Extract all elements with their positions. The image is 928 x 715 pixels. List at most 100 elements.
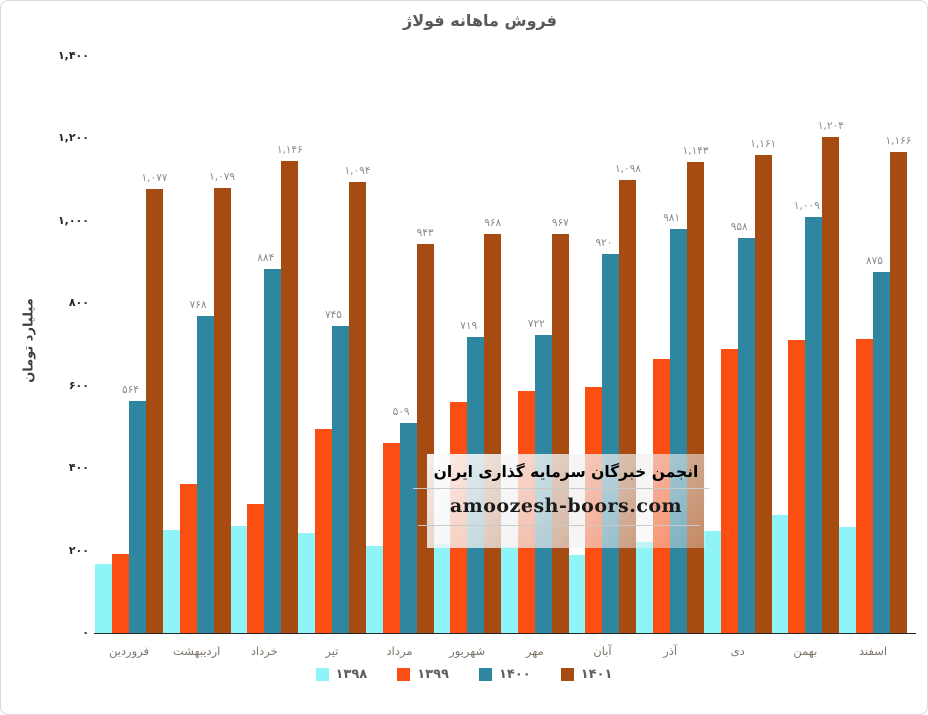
bar-۱۳۹۸-3 <box>297 532 315 633</box>
bar-value-label-۱۴۰۱-0: ۱,۰۷۷ <box>141 172 168 185</box>
x-axis-label-5: شهریور <box>449 644 486 658</box>
x-axis-label-0: فروردین <box>108 644 150 658</box>
bar-value-label-۱۴۰۱-1: ۱,۰۷۹ <box>209 171 236 184</box>
x-axis-label-9: دی <box>730 644 745 658</box>
bar-۱۳۹۹-3 <box>314 428 332 633</box>
bar-۱۳۹۹-4 <box>382 442 400 633</box>
legend-swatch-۱۴۰۰ <box>479 668 492 681</box>
bar-۱۴۰۰-7 <box>602 253 620 633</box>
legend-item-۱۴۰۰: ۱۴۰۰ <box>479 667 531 682</box>
x-axis-label-10: بهمن <box>793 644 818 658</box>
x-axis-label-3: تیر <box>325 644 339 658</box>
bar-۱۴۰۰-1 <box>196 316 214 633</box>
bar-۱۳۹۹-10 <box>788 340 806 633</box>
legend: ۱۳۹۸ ۱۳۹۹ ۱۴۰۰ ۱۴۰۱ <box>1 667 927 682</box>
y-tick-label-200: ۲۰۰ <box>68 543 89 557</box>
bar-۱۴۰۱-3 <box>348 182 366 633</box>
x-axis-label-11: اسفند <box>858 644 888 658</box>
bar-۱۳۹۸-11 <box>839 526 856 633</box>
bar-۱۴۰۰-4 <box>399 423 417 633</box>
bar-۱۴۰۰-10 <box>805 217 823 633</box>
bar-۱۳۹۹-11 <box>856 339 873 633</box>
legend-label-۱۴۰۱: ۱۴۰۱ <box>580 667 613 682</box>
bar-value-label-۱۴۰۰-1: ۷۶۸ <box>189 299 207 312</box>
bar-۱۳۹۸-2 <box>230 525 248 633</box>
bar-۱۳۹۸-4 <box>365 546 383 633</box>
bar-value-label-۱۴۰۰-10: ۱,۰۰۹ <box>793 200 820 213</box>
bar-value-label-۱۴۰۰-0: ۵۶۴ <box>122 383 139 396</box>
watermark-divider-bottom <box>418 525 700 526</box>
x-axis-label-1: اردیبهشت <box>172 644 221 658</box>
legend-label-۱۳۹۸: ۱۳۹۸ <box>335 667 368 682</box>
bar-۱۳۹۸-8 <box>636 541 654 633</box>
bar-value-label-۱۴۰۱-10: ۱,۲۰۴ <box>817 119 844 132</box>
bar-۱۳۹۹-2 <box>247 504 265 633</box>
bar-۱۳۹۸-0 <box>95 563 112 633</box>
bar-۱۴۰۰-3 <box>331 325 349 633</box>
bar-۱۳۹۸-10 <box>771 514 789 633</box>
bar-value-label-۱۴۰۰-8: ۹۸۱ <box>663 211 681 224</box>
bar-value-label-۱۴۰۰-3: ۷۴۵ <box>324 308 342 321</box>
legend-item-۱۴۰۱: ۱۴۰۱ <box>560 667 613 682</box>
bar-value-label-۱۴۰۱-7: ۱,۰۹۸ <box>615 163 641 176</box>
bar-۱۳۹۹-1 <box>179 483 197 633</box>
x-axis-label-7: آبان <box>593 644 612 658</box>
bar-value-label-۱۴۰۱-3: ۱,۰۹۴ <box>344 165 371 178</box>
bar-value-label-۱۴۰۰-7: ۹۲۰ <box>595 236 613 249</box>
bar-value-label-۱۴۰۰-5: ۷۱۹ <box>460 319 478 332</box>
y-tick-label-1000: ۱,۰۰۰ <box>57 213 89 227</box>
watermark: انجمن خبرگان سرمایه گذاری ایران amoozesh… <box>413 454 709 548</box>
bar-value-label-۱۴۰۱-4: ۹۴۳ <box>416 227 434 240</box>
bar-۱۴۰۱-10 <box>822 136 840 633</box>
bar-۱۴۰۰-11 <box>873 272 890 633</box>
bar-value-label-۱۴۰۰-4: ۵۰۹ <box>392 406 410 419</box>
bar-۱۴۰۱-1 <box>213 188 231 633</box>
legend-swatch-۱۳۹۸ <box>315 668 329 681</box>
bar-۱۳۹۸-5 <box>433 543 451 633</box>
y-tick-label-1400: ۱,۴۰۰ <box>57 49 89 62</box>
bar-value-label-۱۴۰۱-8: ۱,۱۴۳ <box>682 144 709 157</box>
bar-value-label-۱۴۰۱-5: ۹۶۸ <box>484 217 502 230</box>
watermark-association-text: انجمن خبرگان سرمایه گذاری ایران <box>433 463 699 481</box>
y-axis-title: میلیارد تومان <box>21 298 37 383</box>
chart-title: فروش ماهانه فولاژ <box>403 11 557 30</box>
bar-value-label-۱۴۰۰-11: ۸۷۵ <box>866 255 883 268</box>
bar-value-label-۱۴۰۱-11: ۱,۱۶۶ <box>885 135 912 148</box>
legend-swatch-۱۴۰۱ <box>560 668 574 681</box>
bar-۱۴۰۱-0 <box>146 189 163 633</box>
y-tick-label-0: ۰ <box>82 626 89 639</box>
legend-label-۱۴۰۰: ۱۴۰۰ <box>499 667 531 682</box>
x-axis-label-6: مهر <box>525 644 544 658</box>
watermark-divider-top <box>413 488 709 489</box>
bar-۱۳۹۹-9 <box>720 349 738 633</box>
bar-۱۳۹۸-6 <box>500 547 518 633</box>
x-axis-line <box>94 633 916 634</box>
y-tick-label-1200: ۱,۲۰۰ <box>57 131 89 145</box>
bar-۱۴۰۱-4 <box>416 244 434 633</box>
bar-value-label-۱۴۰۰-2: ۸۸۴ <box>257 251 275 264</box>
watermark-site-text: amoozesh-boors.com <box>449 495 683 517</box>
bar-۱۴۰۱-5 <box>484 234 502 633</box>
y-tick-label-400: ۴۰۰ <box>68 461 89 475</box>
bar-۱۴۰۱-11 <box>890 152 907 633</box>
bar-۱۴۰۱-9 <box>754 154 772 633</box>
bar-value-label-۱۴۰۰-9: ۹۵۸ <box>730 221 748 234</box>
legend-swatch-۱۳۹۹ <box>397 668 411 681</box>
y-tick-label-600: ۶۰۰ <box>68 378 89 392</box>
legend-label-۱۳۹۹: ۱۳۹۹ <box>417 667 449 682</box>
bar-۱۴۰۱-2 <box>281 160 299 633</box>
legend-item-۱۳۹۹: ۱۳۹۹ <box>397 667 449 682</box>
y-tick-label-800: ۸۰۰ <box>68 296 89 310</box>
bar-value-label-۱۴۰۱-9: ۱,۱۶۱ <box>750 137 777 150</box>
legend-item-۱۳۹۸: ۱۳۹۸ <box>315 667 368 682</box>
x-axis-label-2: خرداد <box>250 644 278 658</box>
bar-۱۴۰۰-9 <box>737 238 755 633</box>
bar-۱۴۰۰-0 <box>129 400 146 633</box>
bar-۱۳۹۸-9 <box>703 530 721 633</box>
bar-۱۳۹۸-7 <box>568 554 586 633</box>
bar-۱۴۰۰-2 <box>264 268 282 633</box>
bar-۱۴۰۰-8 <box>670 228 688 633</box>
x-axis-label-8: آذر <box>663 644 678 658</box>
bar-۱۳۹۹-0 <box>112 553 129 633</box>
